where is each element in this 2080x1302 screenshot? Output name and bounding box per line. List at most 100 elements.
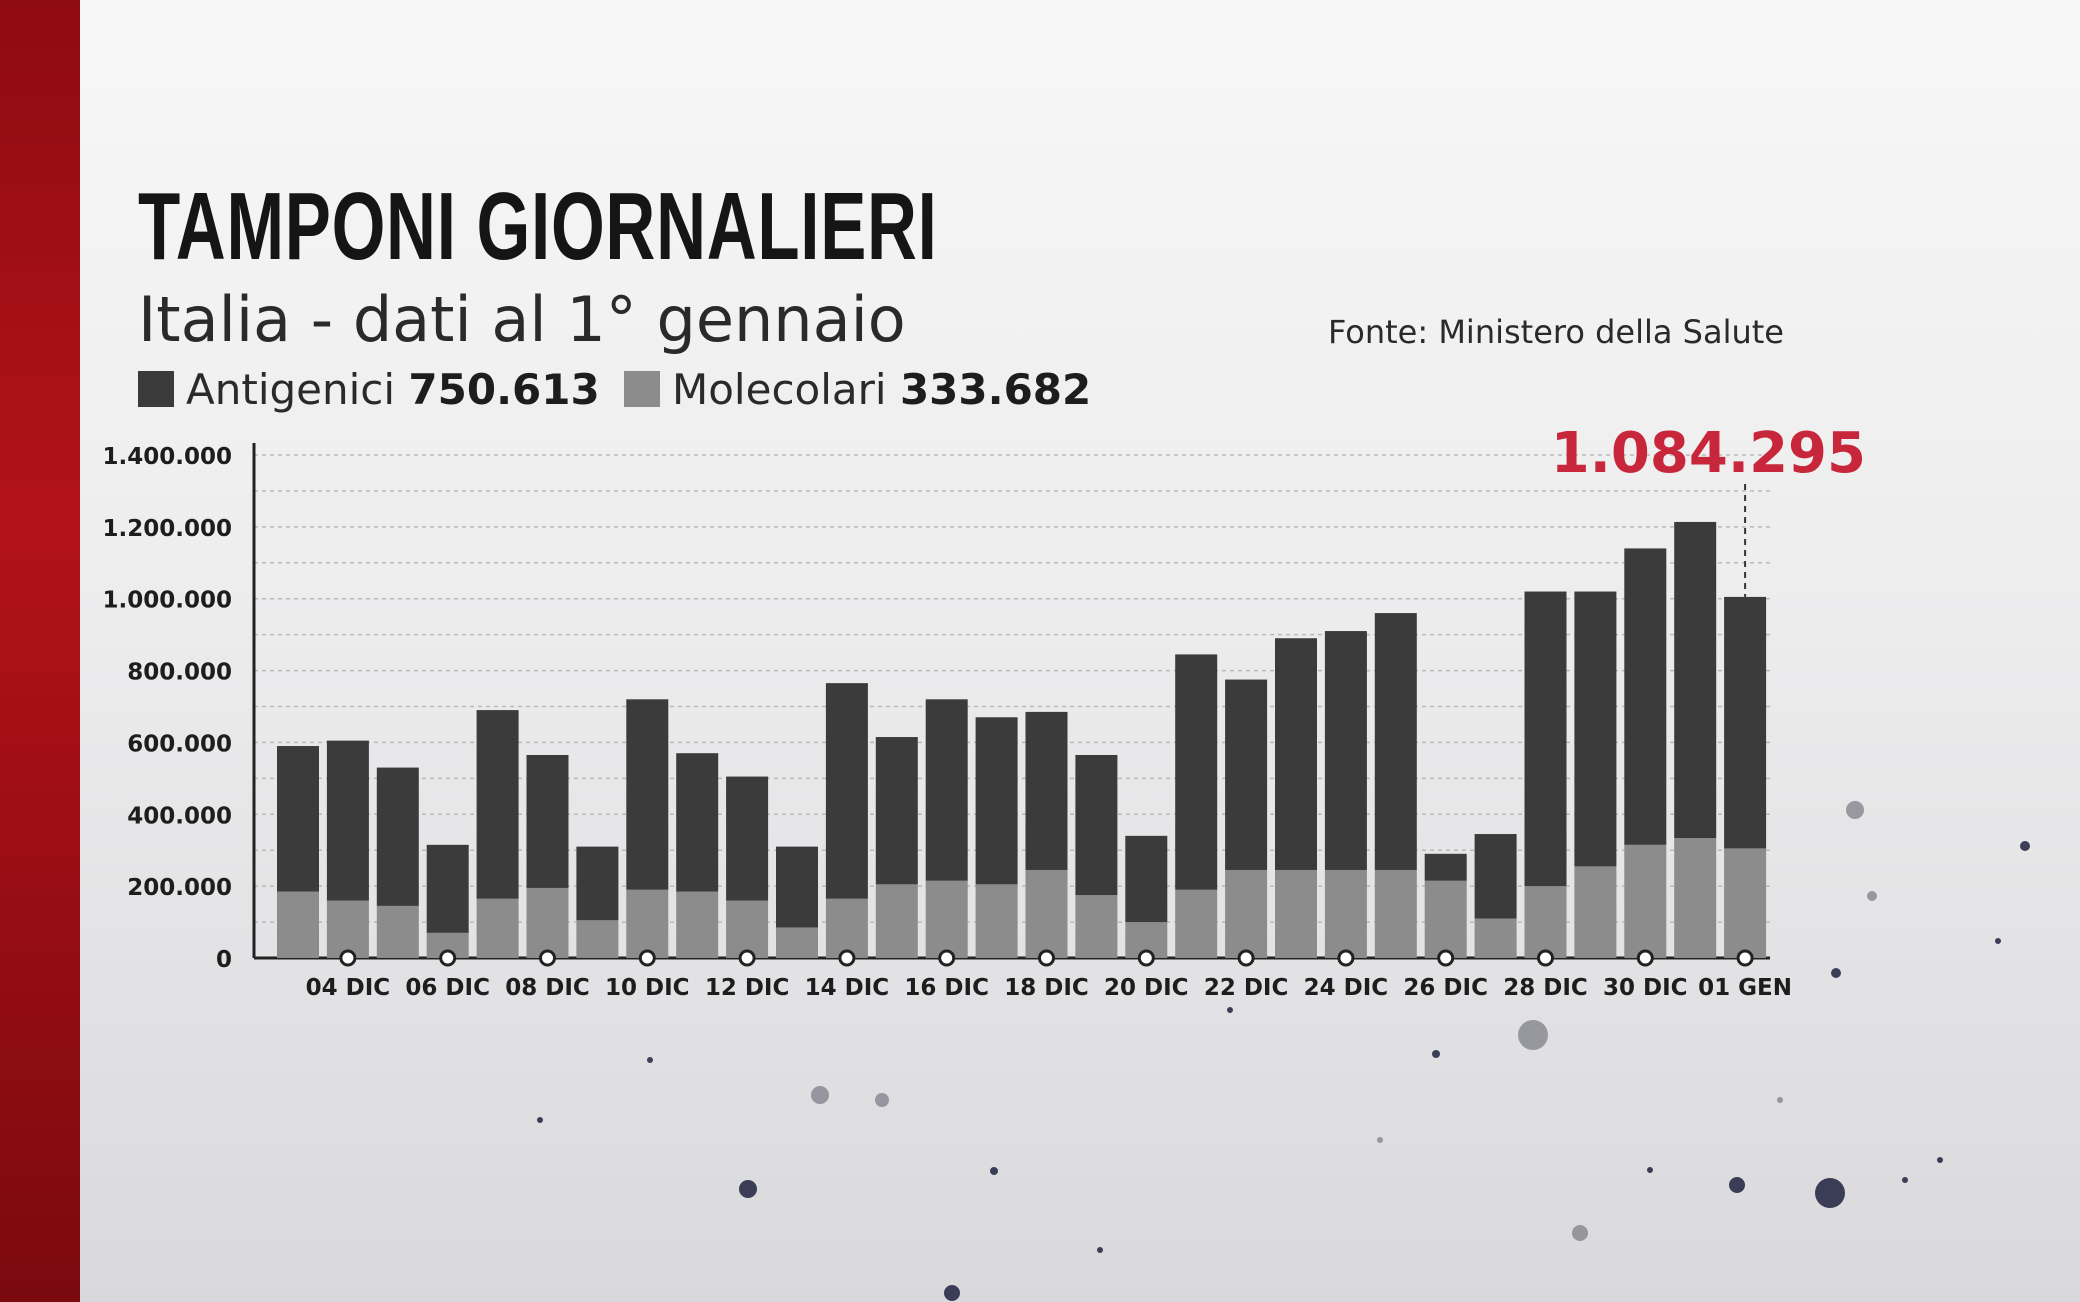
bar-molecolari [1324, 869, 1367, 958]
bar-molecolari [376, 905, 419, 958]
source-note: Fonte: Ministero della Salute [1328, 313, 1784, 351]
legend-label-molecolari: Molecolari [672, 364, 887, 414]
legend-item-molecolari: Molecolari 333.682 [624, 364, 1091, 414]
decor-dot [1432, 1050, 1440, 1058]
brand-red-band [0, 0, 80, 1302]
x-tick-label: 01 GEN [1698, 975, 1792, 1001]
x-tick-marker [339, 949, 357, 967]
decor-dot [1902, 1177, 1908, 1183]
x-tick-label: 06 DIC [405, 975, 490, 1001]
decor-dot [1518, 1020, 1548, 1050]
bar-molecolari [975, 884, 1018, 958]
x-tick-label: 20 DIC [1104, 975, 1189, 1001]
decor-dot [1777, 1097, 1783, 1103]
legend-swatch-antigenici [138, 371, 174, 407]
legend-item-antigenici: Antigenici 750.613 [138, 364, 600, 414]
bar-molecolari [576, 920, 619, 958]
x-tick-label: 18 DIC [1004, 975, 1089, 1001]
bar-molecolari [676, 891, 719, 958]
decor-dot [739, 1180, 757, 1198]
bar-molecolari [875, 884, 918, 958]
bar-antigenici [676, 753, 719, 892]
bar-molecolari [1424, 880, 1467, 958]
x-tick-marker [1437, 949, 1455, 967]
bar-antigenici [825, 683, 868, 899]
decor-dot [1995, 938, 2001, 944]
decor-dot [1572, 1225, 1588, 1241]
x-tick-label: 16 DIC [904, 975, 989, 1001]
x-tick-marker [838, 949, 856, 967]
x-tick-label: 08 DIC [505, 975, 590, 1001]
bar-molecolari [925, 880, 968, 958]
x-tick-label: 04 DIC [306, 975, 391, 1001]
x-tick-label: 22 DIC [1204, 975, 1289, 1001]
total-annotation: 1.084.295 [1551, 421, 1866, 486]
decor-dot [1377, 1137, 1383, 1143]
decor-dot [1846, 801, 1864, 819]
x-tick-marker [1736, 949, 1754, 967]
bar-molecolari [277, 891, 319, 958]
bar-molecolari [726, 900, 769, 958]
chart-subtitle: Italia - dati al 1° gennaio [138, 283, 906, 356]
bar-antigenici [875, 737, 918, 885]
bar-antigenici [975, 717, 1018, 885]
x-tick-marker [1337, 949, 1355, 967]
bar-antigenici [726, 776, 769, 901]
bar-antigenici [476, 710, 519, 899]
bar-antigenici [626, 699, 669, 890]
legend-value-molecolari: 333.682 [899, 364, 1092, 414]
decor-dot [537, 1117, 543, 1123]
bar-molecolari [1374, 869, 1417, 958]
x-tick-marker [1237, 949, 1255, 967]
bar-antigenici [1524, 591, 1567, 887]
decor-dot [1867, 891, 1877, 901]
y-tick-label: 200.000 [127, 875, 232, 901]
y-tick-label: 1.000.000 [103, 588, 233, 614]
x-tick-marker [1537, 949, 1554, 967]
bar-molecolari [1574, 866, 1617, 958]
y-tick-label: 600.000 [127, 731, 232, 757]
bar-molecolari [1474, 918, 1517, 958]
bar-antigenici [1125, 835, 1168, 923]
chart-title: TAMPONI GIORNALIERI [138, 173, 938, 280]
x-tick-label: 28 DIC [1503, 975, 1588, 1001]
bar-antigenici [1225, 679, 1268, 870]
bar-antigenici [1275, 638, 1317, 870]
decor-dot [1729, 1177, 1745, 1193]
bar-molecolari [476, 898, 519, 958]
bar-molecolari [1025, 869, 1068, 958]
bar-antigenici [1724, 596, 1767, 849]
bar-antigenici [1175, 654, 1218, 890]
bar-molecolari [1175, 889, 1218, 958]
bar-antigenici [925, 699, 968, 881]
x-tick-label: 10 DIC [605, 975, 690, 1001]
bar-antigenici [526, 755, 569, 888]
legend-swatch-molecolari [624, 371, 660, 407]
bar-molecolari [1275, 869, 1317, 958]
bar-antigenici [1424, 853, 1467, 881]
bar-antigenici [1574, 591, 1617, 867]
bar-antigenici [376, 767, 419, 906]
bar-molecolari [1225, 869, 1268, 958]
decor-dot [1815, 1178, 1845, 1208]
x-tick-marker [938, 949, 956, 967]
bar-antigenici [1075, 755, 1118, 896]
bar-antigenici [1324, 631, 1367, 870]
x-tick-marker [738, 949, 756, 967]
bar-molecolari [776, 927, 818, 958]
decor-dot [1831, 968, 1841, 978]
bar-molecolari [825, 898, 868, 958]
x-tick-marker [638, 949, 656, 967]
x-tick-marker [1636, 949, 1654, 967]
bar-antigenici [1624, 548, 1667, 845]
decor-dot [1227, 1007, 1233, 1013]
decor-dot [944, 1285, 960, 1301]
bar-antigenici [1474, 834, 1517, 919]
bar-molecolari [1674, 838, 1717, 958]
x-tick-label: 26 DIC [1403, 975, 1488, 1001]
bar-molecolari [326, 900, 369, 958]
x-tick-label: 12 DIC [705, 975, 790, 1001]
decor-dot [2020, 841, 2030, 851]
bar-molecolari [1075, 895, 1118, 958]
